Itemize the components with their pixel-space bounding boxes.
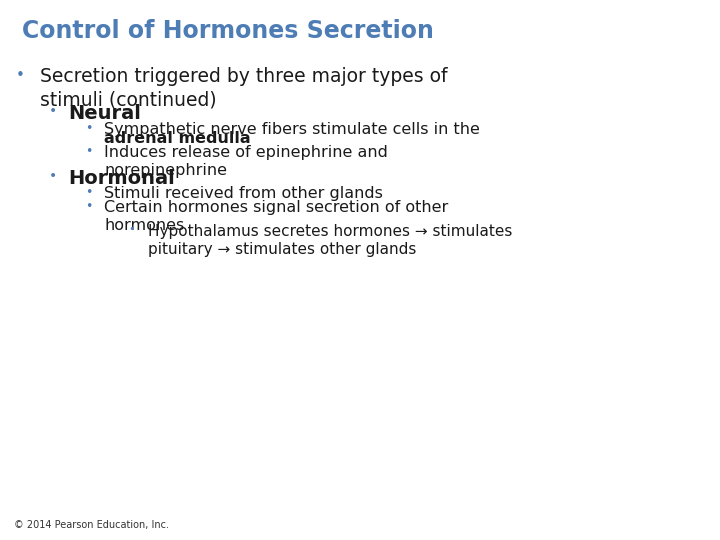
Text: •: •: [85, 122, 92, 134]
Text: •: •: [128, 224, 135, 234]
Text: •: •: [16, 68, 24, 83]
Text: •: •: [85, 186, 92, 199]
Text: •: •: [49, 104, 57, 118]
Text: Induces release of epinephrine and
norepinephrine: Induces release of epinephrine and norep…: [104, 145, 388, 178]
Text: •: •: [49, 169, 57, 183]
Text: Hormonal: Hormonal: [68, 169, 175, 188]
Text: •: •: [85, 145, 92, 158]
Text: Certain hormones signal secretion of other
hormones: Certain hormones signal secretion of oth…: [104, 200, 449, 233]
Text: © 2014 Pearson Education, Inc.: © 2014 Pearson Education, Inc.: [14, 520, 169, 530]
Text: Stimuli received from other glands: Stimuli received from other glands: [104, 186, 383, 201]
Text: adrenal medulla: adrenal medulla: [104, 131, 251, 146]
Text: •: •: [85, 200, 92, 213]
Text: Control of Hormones Secretion: Control of Hormones Secretion: [22, 19, 433, 43]
Text: Hypothalamus secretes hormones → stimulates
pituitary → stimulates other glands: Hypothalamus secretes hormones → stimula…: [148, 224, 512, 257]
Text: Neural: Neural: [68, 104, 141, 123]
Text: Secretion triggered by three major types of
stimuli (continued): Secretion triggered by three major types…: [40, 68, 447, 109]
Text: Sympathetic nerve fibers stimulate cells in the: Sympathetic nerve fibers stimulate cells…: [104, 122, 480, 137]
